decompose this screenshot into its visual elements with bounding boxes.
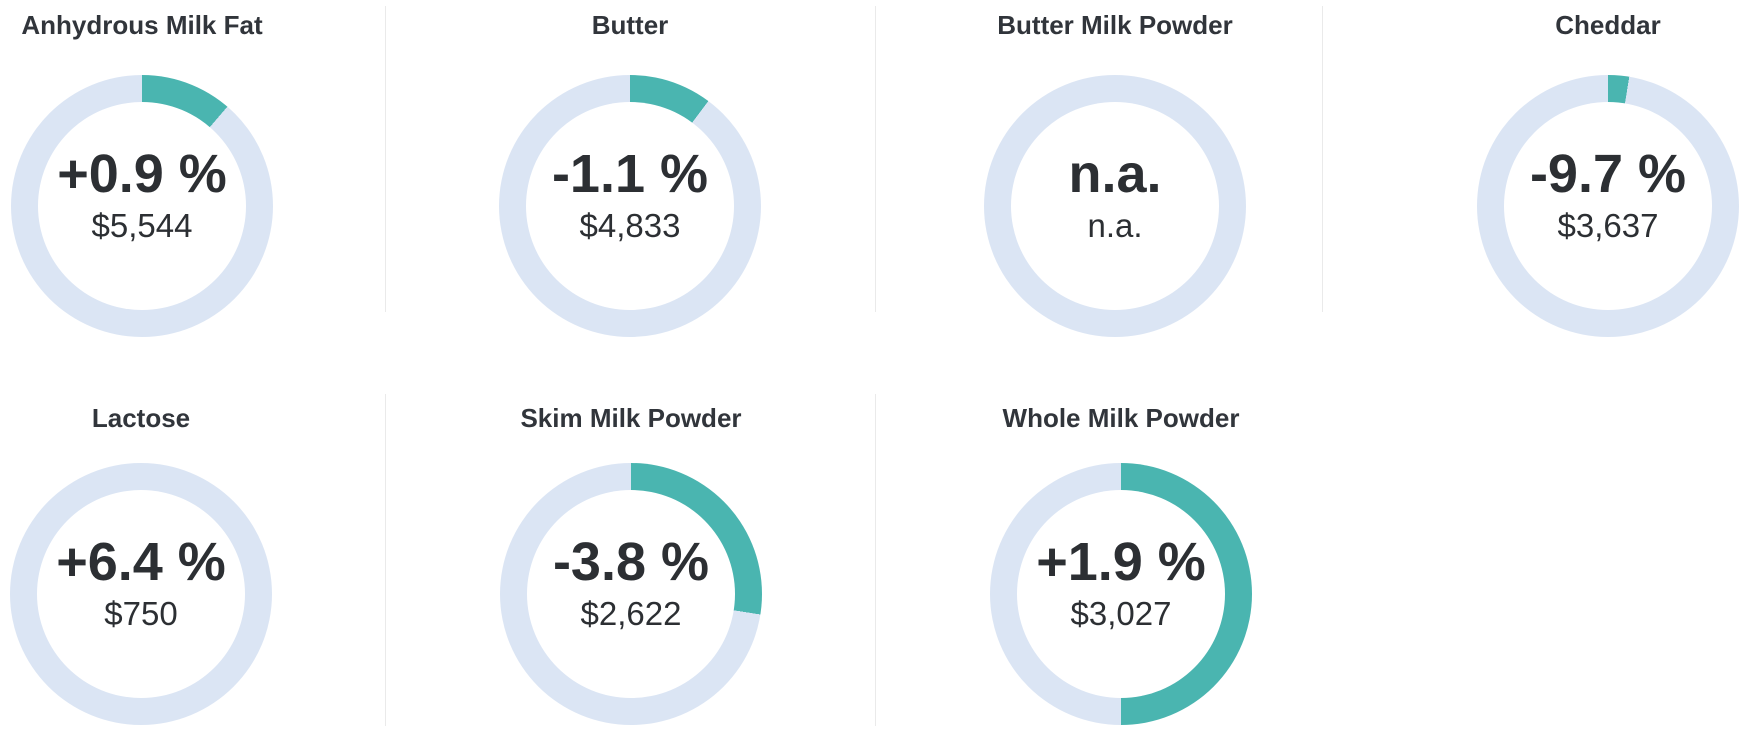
product-title: Cheddar xyxy=(1555,10,1661,40)
column-divider xyxy=(385,394,386,726)
product-tile-butter-milk-powder: Butter Milk Powder n.a. n.a. xyxy=(955,10,1275,337)
donut-chart: -1.1 % $4,833 xyxy=(499,75,761,337)
donut-hole: +6.4 % $750 xyxy=(37,490,245,698)
price-change-percent: +0.9 % xyxy=(57,144,227,205)
product-tile-cheddar: Cheddar -9.7 % $3,637 xyxy=(1448,10,1744,337)
donut-center-values: -1.1 % $4,833 xyxy=(552,147,708,245)
average-price: $2,622 xyxy=(580,595,682,633)
column-divider xyxy=(385,6,386,312)
price-change-percent: n.a. xyxy=(1068,144,1162,205)
product-title: Whole Milk Powder xyxy=(1002,403,1240,433)
price-change-percent: -1.1 % xyxy=(551,144,709,205)
product-tile-whole-milk-powder: Whole Milk Powder +1.9 % $3,027 xyxy=(961,403,1281,725)
price-change-percent: +6.4 % xyxy=(56,532,226,593)
donut-hole: -9.7 % $3,637 xyxy=(1504,102,1712,310)
donut-chart: -9.7 % $3,637 xyxy=(1477,75,1739,337)
donut-chart: n.a. n.a. xyxy=(984,75,1246,337)
product-title: Lactose xyxy=(91,403,191,433)
average-price: $5,544 xyxy=(91,207,193,245)
donut-chart: +1.9 % $3,027 xyxy=(990,463,1252,725)
product-title: Skim Milk Powder xyxy=(520,403,742,433)
donut-hole: +1.9 % $3,027 xyxy=(1017,490,1225,698)
product-title: Anhydrous Milk Fat xyxy=(21,10,263,40)
donut-center-values: n.a. n.a. xyxy=(1068,147,1161,245)
product-tile-skim-milk-powder: Skim Milk Powder -3.8 % $2,622 xyxy=(471,403,791,725)
donut-chart: +0.9 % $5,544 xyxy=(11,75,273,337)
donut-center-values: -3.8 % $2,622 xyxy=(553,535,709,633)
donut-center-values: +6.4 % $750 xyxy=(56,535,226,633)
product-title: Butter Milk Powder xyxy=(997,10,1233,40)
donut-center-values: +0.9 % $5,544 xyxy=(57,147,227,245)
column-divider xyxy=(875,394,876,726)
column-divider xyxy=(875,6,876,312)
product-tile-lactose: Lactose +6.4 % $750 xyxy=(0,403,301,725)
donut-center-values: +1.9 % $3,027 xyxy=(1036,535,1206,633)
product-tile-anhydrous-milk-fat: Anhydrous Milk Fat +0.9 % $5,544 xyxy=(0,10,302,337)
donut-chart: -3.8 % $2,622 xyxy=(500,463,762,725)
average-price: n.a. xyxy=(1087,207,1143,245)
product-title: Butter xyxy=(591,10,669,40)
donut-chart: +6.4 % $750 xyxy=(10,463,272,725)
donut-hole: -1.1 % $4,833 xyxy=(526,102,734,310)
average-price: $3,027 xyxy=(1070,595,1172,633)
donut-hole: -3.8 % $2,622 xyxy=(527,490,735,698)
price-change-percent: +1.9 % xyxy=(1036,532,1206,593)
product-tile-butter: Butter -1.1 % $4,833 xyxy=(470,10,790,337)
average-price: $4,833 xyxy=(579,207,681,245)
average-price: $750 xyxy=(104,595,178,633)
column-divider xyxy=(1322,6,1323,312)
price-change-percent: -3.8 % xyxy=(552,532,710,593)
price-change-percent: -9.7 % xyxy=(1529,144,1687,205)
donut-center-values: -9.7 % $3,637 xyxy=(1530,147,1686,245)
donut-hole: +0.9 % $5,544 xyxy=(38,102,246,310)
donut-hole: n.a. n.a. xyxy=(1011,102,1219,310)
average-price: $3,637 xyxy=(1557,207,1659,245)
